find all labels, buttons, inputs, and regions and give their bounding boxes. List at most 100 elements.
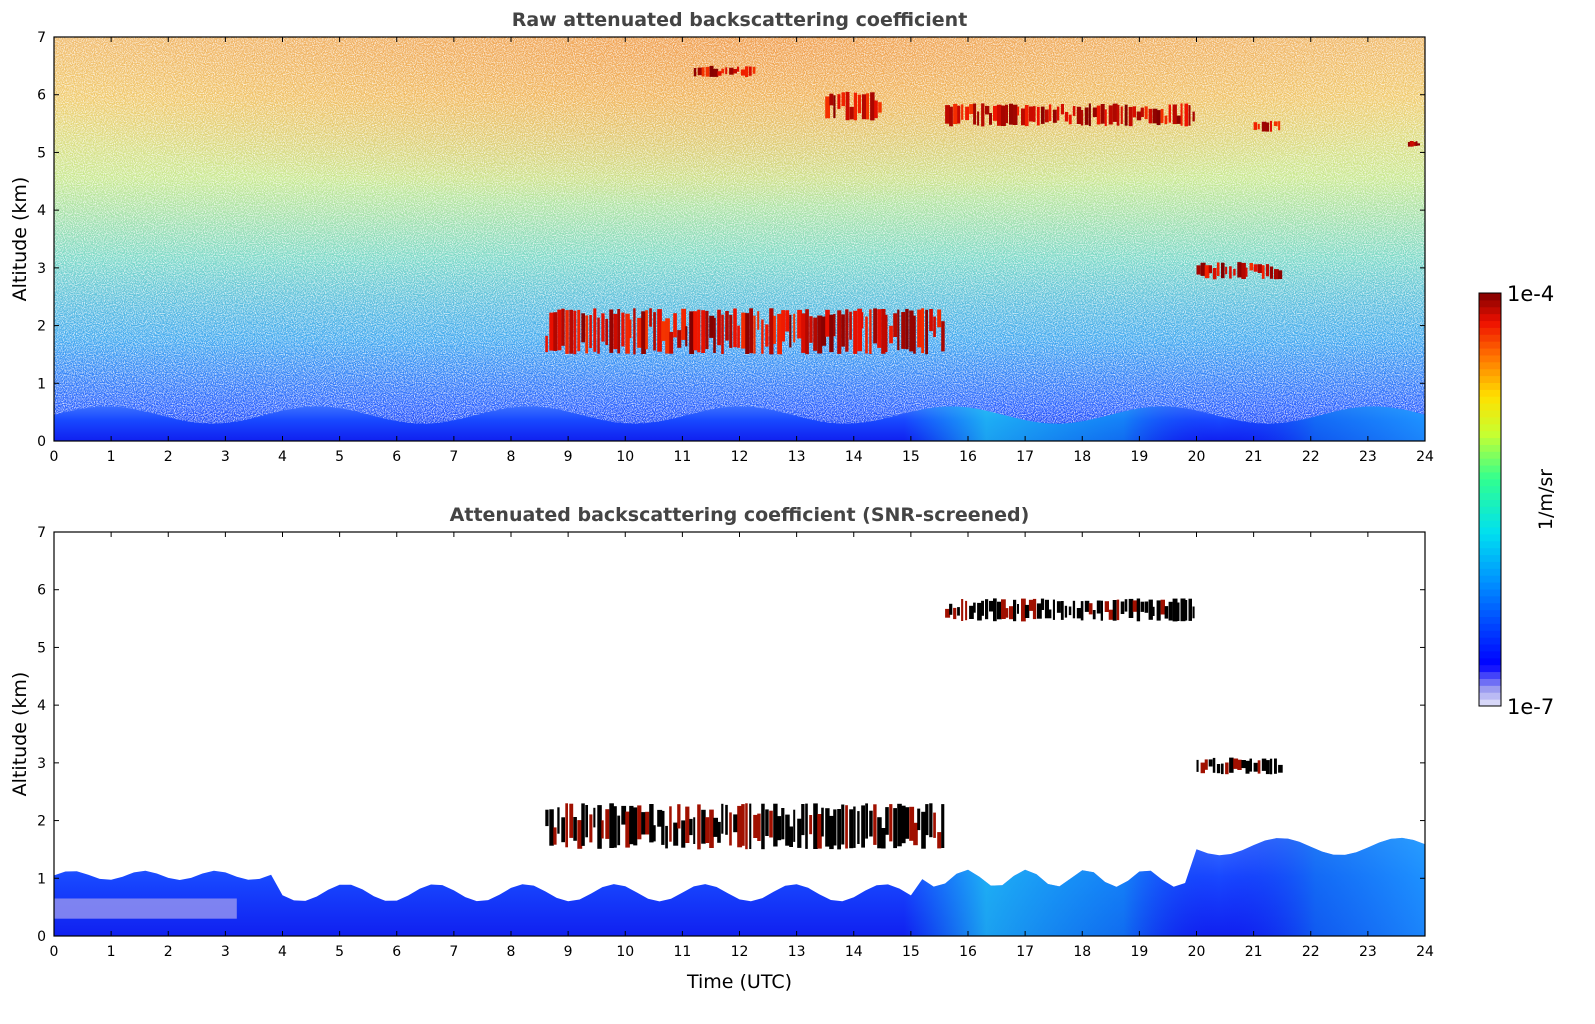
cloud-mark <box>693 817 696 844</box>
cloud-mark <box>853 310 858 354</box>
cloud-mark <box>657 809 663 827</box>
cloud-mark <box>813 803 818 849</box>
colorbar-step <box>1479 685 1501 693</box>
cloud-mark <box>777 313 782 355</box>
colorbar-step <box>1479 341 1501 349</box>
colorbar-step <box>1479 678 1501 686</box>
cloud-mark <box>789 826 793 847</box>
cloud-mark <box>705 66 710 77</box>
cloud-mark <box>1176 602 1180 621</box>
colorbar-min-label: 1e-7 <box>1507 695 1554 719</box>
colorbar-step <box>1479 568 1501 576</box>
cloud-mark <box>1204 759 1208 770</box>
cloud-mark <box>689 311 695 354</box>
cloud-mark <box>917 808 921 831</box>
cloud-mark <box>605 809 610 839</box>
cloud-mark <box>789 314 792 348</box>
colorbar-step <box>1479 293 1501 301</box>
colorbar-label: 1/m/sr <box>1535 469 1557 530</box>
cloud-mark <box>629 805 634 845</box>
cloud-mark <box>877 309 882 348</box>
cloud-mark <box>1417 143 1420 146</box>
cloud-mark <box>773 803 778 847</box>
x-tick-label: 19 <box>1130 449 1148 465</box>
cloud-mark <box>685 806 690 843</box>
cloud-mark <box>845 805 848 849</box>
cloud-mark <box>825 309 830 337</box>
colorbar-step <box>1479 458 1501 466</box>
cloud-mark <box>597 805 602 849</box>
cloud-mark <box>785 814 790 846</box>
cloud-mark <box>1048 609 1052 619</box>
cloud-mark <box>1084 600 1090 612</box>
y-tick-label: 1 <box>37 871 46 887</box>
cloud-mark <box>1044 109 1049 123</box>
cloud-mark <box>829 93 834 106</box>
y-axis-label: Altitude (km) <box>9 177 31 302</box>
cloud-mark <box>553 312 558 351</box>
x-tick-label: 12 <box>731 944 749 960</box>
cloud-mark <box>545 809 549 827</box>
y-tick-label: 1 <box>37 376 46 392</box>
x-tick-label: 17 <box>1016 449 1034 465</box>
colorbar-step <box>1479 361 1501 370</box>
colorbar-step <box>1479 389 1501 397</box>
x-tick-label: 3 <box>221 944 230 960</box>
cloud-mark <box>889 325 893 344</box>
colorbar-step <box>1479 554 1501 562</box>
cloud-mark <box>657 309 662 352</box>
x-tick-label: 11 <box>673 449 691 465</box>
cloud-mark <box>1128 598 1134 618</box>
cloud-mark <box>733 308 737 348</box>
x-tick-label: 18 <box>1073 944 1091 960</box>
y-tick-label: 2 <box>37 814 46 830</box>
cloud-mark <box>1413 142 1418 146</box>
colorbar-step <box>1479 334 1501 342</box>
colorbar-step <box>1479 410 1501 418</box>
cloud-mark <box>841 314 845 347</box>
cloud-mark <box>1196 759 1199 772</box>
cloud-mark <box>721 68 725 74</box>
cloud-mark <box>561 817 565 843</box>
cloud-mark <box>613 313 618 350</box>
cloud-mark <box>1411 142 1416 145</box>
cloud-mark <box>745 313 750 354</box>
cloud-mark <box>1064 112 1069 122</box>
cloud-mark <box>797 818 802 848</box>
cloud-mark <box>989 600 994 612</box>
panel-1: 0 1 2 3 4 5 6 7 8 9 10 11 12 13 14 15 16 17 18 19 20 21 22 23 24… <box>9 9 1434 465</box>
cloud-mark <box>609 309 614 353</box>
cloud-mark <box>817 315 823 354</box>
cloud-mark <box>1108 609 1114 620</box>
cloud-mark <box>1164 115 1168 125</box>
cloud-3 <box>1196 262 1283 280</box>
y-axis-label: Altitude (km) <box>9 672 31 797</box>
x-tick-label: 1 <box>107 449 116 465</box>
cloud-mark <box>1120 601 1125 614</box>
cloud-mark <box>1261 758 1267 771</box>
colorbar-step <box>1479 595 1501 604</box>
boundary-layer-highlight <box>54 406 1425 441</box>
cloud-mark <box>1108 105 1113 125</box>
cloud-mark <box>965 600 968 621</box>
cloud-mark <box>1160 599 1165 615</box>
cloud-mark <box>993 598 997 622</box>
cloud-mark <box>837 809 841 850</box>
cloud-mark <box>741 312 746 349</box>
cloud-mark <box>909 806 915 841</box>
cloud-mark <box>1233 268 1236 276</box>
cloud-mark <box>985 599 989 620</box>
cloud-mark <box>1172 598 1178 622</box>
cloud-mark <box>713 317 716 353</box>
colorbar-step <box>1479 520 1501 528</box>
cloud-mark <box>1229 266 1232 279</box>
cloud-mark <box>1184 103 1189 127</box>
cloud-mark <box>1056 601 1061 613</box>
x-tick-label: 4 <box>278 449 287 465</box>
x-tick-label: 13 <box>788 449 806 465</box>
cloud-mark <box>997 104 1002 126</box>
x-tick-label: 13 <box>788 944 806 960</box>
cloud-mark <box>725 67 728 75</box>
cloud-mark <box>1180 598 1186 622</box>
x-tick-label: 23 <box>1359 944 1377 960</box>
